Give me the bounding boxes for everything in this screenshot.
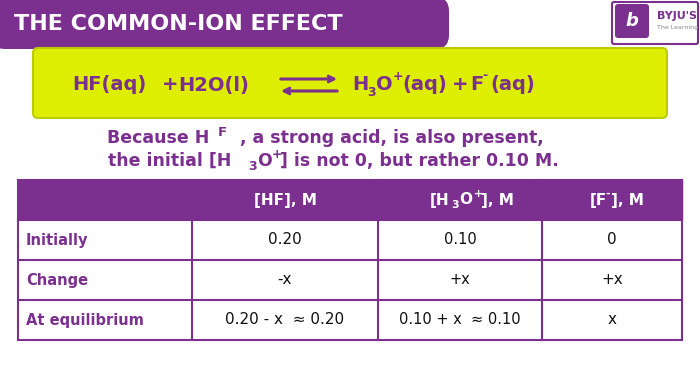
Text: Because H: Because H <box>107 129 209 147</box>
FancyBboxPatch shape <box>615 4 649 38</box>
Text: At equilibrium: At equilibrium <box>26 313 144 328</box>
Text: [HF], M: [HF], M <box>253 192 316 208</box>
Text: HF(aq): HF(aq) <box>72 75 146 94</box>
Text: +: + <box>474 189 483 199</box>
Text: b: b <box>626 12 638 30</box>
Text: O: O <box>459 192 472 208</box>
Text: O: O <box>257 152 272 170</box>
Text: +: + <box>393 70 404 82</box>
Text: O: O <box>376 75 393 94</box>
Text: +x: +x <box>601 273 623 288</box>
Text: 3: 3 <box>248 159 257 172</box>
Text: , a strong acid, is also present,: , a strong acid, is also present, <box>228 129 544 147</box>
Text: Initially: Initially <box>26 233 88 248</box>
Text: 0.20: 0.20 <box>268 233 302 248</box>
Polygon shape <box>0 1 200 46</box>
Text: F: F <box>218 127 227 139</box>
Text: 3: 3 <box>451 200 458 210</box>
Text: The Learning App: The Learning App <box>657 25 700 30</box>
Text: 0.10: 0.10 <box>444 233 477 248</box>
Text: the initial [H: the initial [H <box>108 152 232 170</box>
Bar <box>18 260 682 300</box>
Text: BYJU'S: BYJU'S <box>657 11 697 21</box>
Text: 3: 3 <box>367 85 376 99</box>
Text: +: + <box>452 75 468 94</box>
Text: -: - <box>605 189 610 199</box>
Text: F: F <box>470 75 483 94</box>
Text: ], M: ], M <box>481 192 514 208</box>
Text: +: + <box>162 75 178 94</box>
Text: 0.20 - x  ≈ 0.20: 0.20 - x ≈ 0.20 <box>225 313 344 328</box>
Text: 0.10 + x  ≈ 0.10: 0.10 + x ≈ 0.10 <box>399 313 521 328</box>
Text: -x: -x <box>278 273 293 288</box>
Text: H: H <box>352 75 368 94</box>
Text: H2O(l): H2O(l) <box>178 75 249 94</box>
Text: THE COMMON-ION EFFECT: THE COMMON-ION EFFECT <box>14 14 342 34</box>
Text: [F: [F <box>590 192 608 208</box>
Text: 0: 0 <box>607 233 617 248</box>
Text: (aq): (aq) <box>402 75 447 94</box>
Text: (aq): (aq) <box>490 75 535 94</box>
Text: Change: Change <box>26 273 88 288</box>
FancyBboxPatch shape <box>612 2 698 44</box>
FancyBboxPatch shape <box>33 48 667 118</box>
FancyBboxPatch shape <box>0 0 449 49</box>
Text: +: + <box>272 149 283 161</box>
Text: x: x <box>608 313 617 328</box>
Text: [H: [H <box>430 192 449 208</box>
Text: -: - <box>482 70 487 82</box>
Text: ], M: ], M <box>611 192 644 208</box>
Text: ] is not 0, but rather 0.10 M.: ] is not 0, but rather 0.10 M. <box>280 152 559 170</box>
Bar <box>18 180 682 220</box>
Bar <box>18 220 682 260</box>
Text: +x: +x <box>449 273 470 288</box>
Bar <box>18 300 682 340</box>
